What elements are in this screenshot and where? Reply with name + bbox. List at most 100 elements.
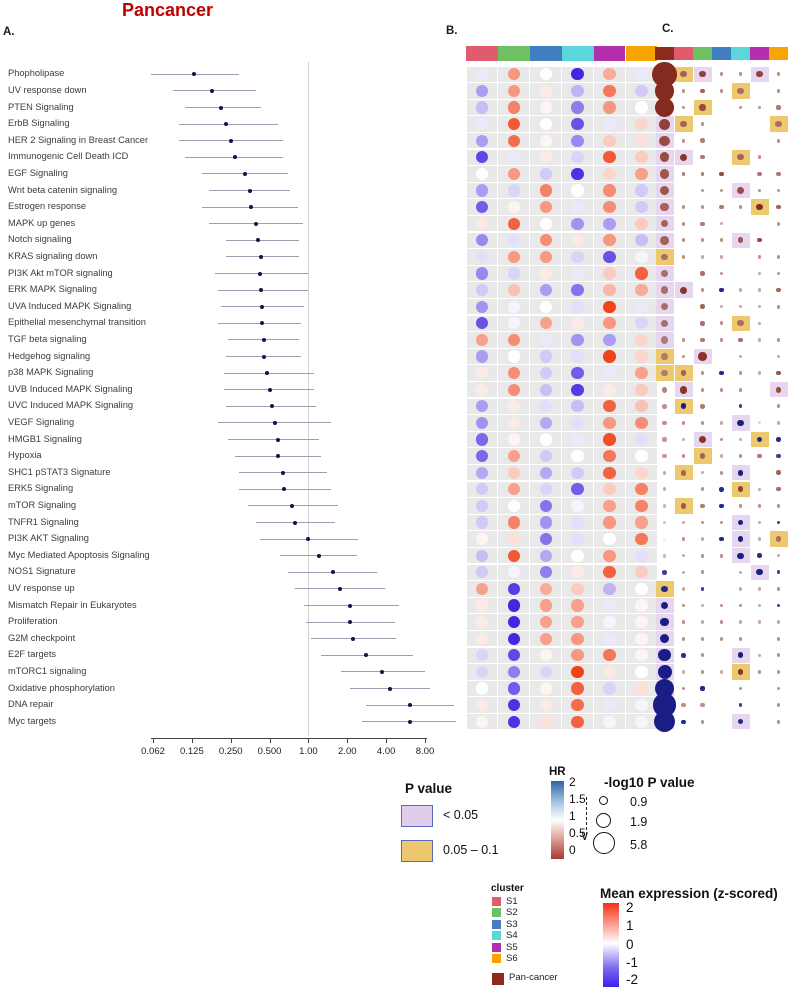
pathway-label: ErbB Signaling (8, 118, 70, 129)
pvalue-dot (719, 536, 724, 542)
cluster-label: S6 (506, 953, 518, 964)
pvalue-dot (776, 703, 781, 707)
pvalue-dot (775, 386, 782, 393)
expression-dot (635, 682, 648, 695)
expression-dot (539, 615, 552, 629)
pvalue-dot (757, 454, 762, 459)
expression-dot (635, 333, 648, 347)
ci-line (228, 439, 319, 440)
x-axis-tick (230, 738, 232, 743)
expression-dot (507, 101, 521, 114)
expression-dot (507, 698, 521, 712)
pvalue-dot (661, 585, 668, 593)
pvalue-dot (699, 453, 706, 459)
expression-dot (603, 250, 616, 264)
pathway-label: EGF Signaling (8, 167, 68, 178)
pvalue-dot (660, 336, 669, 344)
expression-dot (475, 649, 489, 662)
pvalue-dot (719, 72, 724, 77)
pathway-label: UVA Induced MAPK Signaling (8, 300, 132, 311)
expression-dot (507, 234, 521, 247)
expression-dot (475, 151, 489, 164)
expression-dot (635, 433, 648, 446)
pathway-label: Mismatch Repair in Eukaryotes (8, 599, 137, 610)
pvalue-dot (776, 171, 781, 176)
pvalue-dot (653, 710, 676, 733)
pvalue-dot (700, 570, 705, 575)
expression-dot (635, 317, 648, 330)
expression-dot (635, 632, 648, 645)
expression-dot (507, 499, 521, 513)
x-axis-tick (191, 738, 193, 743)
expression-dot (475, 433, 489, 446)
expression-dot (475, 599, 489, 612)
ci-line (215, 273, 309, 274)
pvalue-dot (719, 620, 724, 624)
pvalue-dot (757, 271, 762, 276)
pvalue-dot (776, 89, 781, 93)
pvalue-dot (756, 436, 763, 443)
expression-dot (539, 466, 552, 479)
pvalue-dot (738, 636, 743, 641)
expression-dot (603, 466, 616, 479)
expression-dot (571, 151, 584, 164)
hr-point (364, 653, 369, 658)
pvalue-dot (757, 670, 762, 674)
expression-dot (635, 350, 648, 363)
pvalue-dot (661, 369, 668, 377)
cluster-header-S2 (497, 46, 530, 61)
pvalue-dot (738, 603, 743, 608)
pvalue-dot (757, 188, 762, 193)
cluster-label: S5 (506, 941, 518, 953)
expression-dot (539, 350, 552, 363)
expression-dot (571, 84, 584, 98)
pvalue-dot (776, 653, 781, 658)
pvalue-dot (700, 603, 705, 608)
expression-dot (603, 499, 616, 513)
pvalue-dot (681, 421, 686, 425)
expression-dot (507, 366, 521, 380)
pvalue-dot (737, 469, 744, 476)
size-label-large: 5.8 (630, 838, 648, 852)
pvalue-dot (700, 321, 705, 326)
expression-dot (571, 615, 584, 629)
expression-dot (571, 715, 584, 728)
pvalue-dot (719, 89, 724, 93)
expression-dot (603, 516, 616, 529)
hr-point (275, 454, 280, 459)
pvalue-dot (659, 169, 670, 179)
expression-dot (571, 267, 584, 280)
expression-dot (475, 283, 489, 297)
pvalue-dot (776, 255, 781, 259)
pvalue-dot (662, 404, 667, 409)
pvalue-dot (719, 222, 724, 226)
pvalue-dot (719, 188, 724, 193)
pathway-label: Estrogen response (8, 201, 87, 212)
expression-dot (507, 134, 521, 147)
cluster-swatch-s5 (492, 942, 501, 952)
pathway-label: UV response down (8, 84, 87, 95)
expression-dot (571, 283, 584, 297)
axis-tick-label: 1.00 (299, 746, 318, 757)
expression-dot (603, 167, 616, 181)
pvalue-dot (757, 553, 762, 558)
pvalue-dot (776, 221, 781, 226)
pvalue-dot (737, 536, 744, 542)
pvalue-dot (681, 354, 686, 359)
pvalue-dot (700, 653, 705, 658)
expression-dot (571, 682, 584, 695)
pvalue-dot (738, 587, 743, 591)
pathway-label: VEGF Signaling (8, 416, 75, 427)
expression-dot (571, 333, 584, 347)
cluster-header-s1 (674, 47, 693, 60)
pvalue-dot (659, 634, 670, 644)
expression-dot (507, 333, 521, 347)
hr-tick-0-5: 0.5 (569, 826, 586, 840)
expression-dot (635, 84, 648, 98)
pvalue-dot (719, 171, 724, 176)
pvalue-dot (776, 520, 781, 525)
pvalue-dot (700, 686, 705, 691)
pvalue-dot (700, 487, 705, 492)
expression-dot (507, 582, 521, 596)
expression-dot (603, 350, 616, 363)
